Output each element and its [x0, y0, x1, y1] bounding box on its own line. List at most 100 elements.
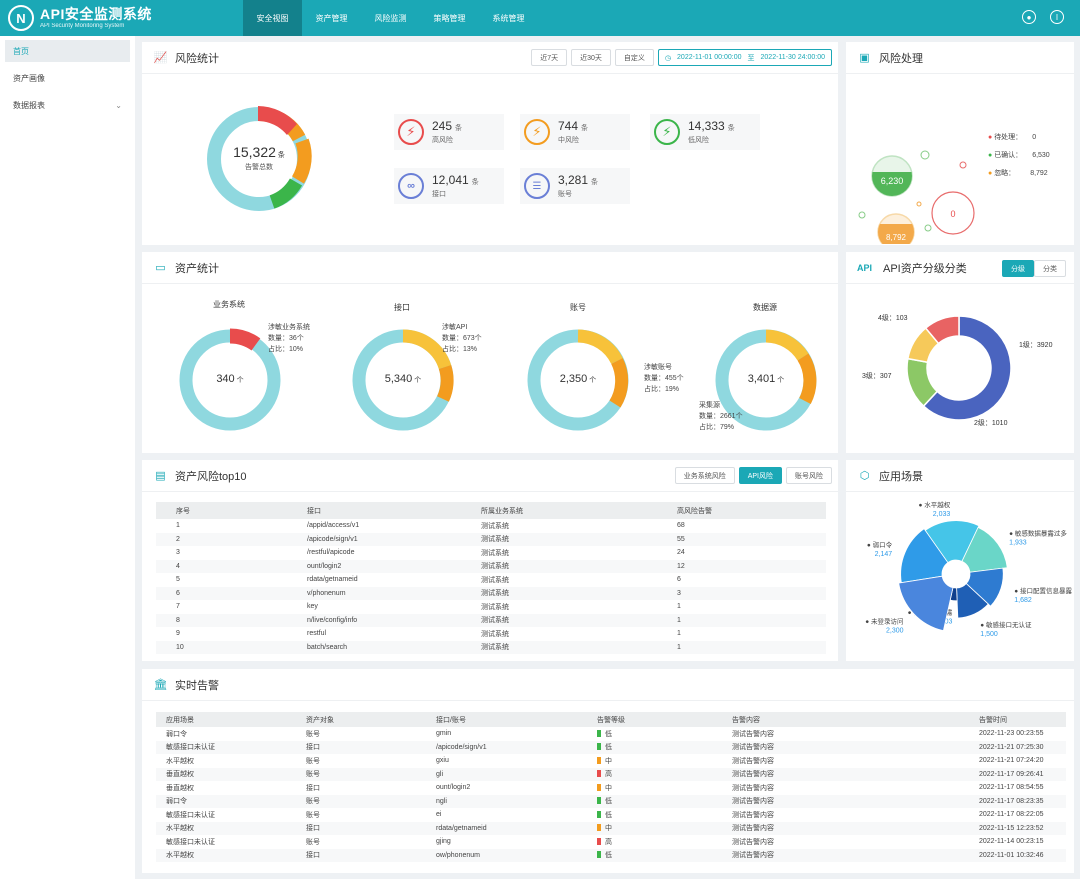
table-row[interactable]: 弱口令 账号 gmin 低测试告警内容 2022-11-23 00:23:55	[166, 729, 1044, 738]
nav-security-view[interactable]: 安全视图	[243, 0, 302, 36]
document-icon: ▤	[155, 470, 166, 482]
rose-slice-敏感接口无认证[interactable]	[956, 582, 989, 619]
table-row[interactable]: 敏感接口未认证 接口/apicode/sign/v1 低测试告警内容 2022-11-…	[156, 740, 1066, 754]
table-row[interactable]: 敏感接口未认证 账号 ei 低测试告警内容 2022-11-17 08:22:05	[166, 810, 1044, 819]
high-risk-card[interactable]: ⚡ 245 条高风险	[394, 114, 504, 150]
cube-icon: ⬡	[859, 470, 870, 482]
rose-slice-敏感数据暴露过多[interactable]	[961, 526, 1008, 573]
data-source-title: 数据源	[753, 303, 777, 312]
rose-value: 503	[941, 619, 953, 626]
table-row[interactable]: 9 restful 测试系统 1	[176, 630, 681, 638]
api-icon: API	[857, 262, 873, 273]
table-row[interactable]: 5 rdata/getnameid 测试系统 6	[176, 576, 681, 584]
api-card[interactable]: ∞ 12,041 条接口	[394, 168, 504, 204]
rose-value: 1,500	[980, 631, 998, 638]
level-indicator	[597, 797, 601, 805]
date-range-picker[interactable]: ◷ 2022-11-01 00:00:00 至 2022-11-30 24:00…	[657, 49, 832, 66]
sidebar-item-home[interactable]: 首页	[5, 40, 130, 62]
medium-risk-card[interactable]: ⚡ 744 条中风险	[520, 114, 630, 150]
table-row[interactable]: 3/restful/apicode 测试系统 24	[176, 549, 685, 557]
table-row[interactable]: 敏感接口未认证 账号 gjing 高测试告警内容 2022-11-14 00:23:15	[166, 837, 1044, 846]
tab-business-system-risk[interactable]: 业务系统风险	[674, 467, 735, 484]
last-7-days-button[interactable]: 近7天	[531, 49, 568, 66]
alerts-table: 应用场景 资产对象 接口/账号 告警等级 告警内容 告警时间 弱口令 账号 gmin…	[156, 712, 1066, 862]
table-row[interactable]: 8 n/live/config/info 测试系统 1	[156, 613, 826, 627]
last-30-days-button[interactable]: 近30天	[571, 49, 611, 66]
table-row[interactable]: 垂直越权 接口 ount/login2 中测试告警内容 2022-11-17 08:54…	[166, 783, 1044, 792]
rose-value: 2,300	[886, 627, 904, 634]
data-source-donut	[715, 329, 817, 431]
rose-label: ● 接口配置信息暴露	[1014, 586, 1072, 595]
rose-slice-水平越权[interactable]	[924, 520, 980, 564]
table-row[interactable]: 水平越权 接口 rdata/getnameid 中测试告警内容 2022-11-15 1…	[156, 821, 1066, 835]
bubble-confirmed: 6,230	[880, 176, 904, 186]
nav-system-management[interactable]: 系统管理	[492, 13, 525, 23]
pie-slice-4级[interactable]	[924, 315, 960, 345]
sidebar-item-reports[interactable]: 数据报表 ⌄	[13, 100, 122, 110]
rose-label: ● 水平越权	[919, 500, 951, 509]
level-indicator	[597, 824, 601, 832]
level-indicator	[597, 837, 601, 845]
power-icon[interactable]: I	[1050, 10, 1064, 24]
risk-handling-panel: ▣ 风险处理 6,230 8,792 0 ● 待处理： 0 ● 已确认： 6,530…	[846, 42, 1074, 245]
rose-label: ● 弱口令	[867, 540, 893, 549]
panel-title: 风险统计	[175, 52, 219, 65]
tab-classification[interactable]: 分类	[1034, 260, 1066, 277]
level-indicator	[597, 770, 601, 778]
handling-icon: ▣	[859, 52, 870, 64]
tab-api-risk[interactable]: API风险	[738, 467, 782, 484]
tab-account-risk[interactable]: 账号风险	[786, 467, 832, 484]
table-row[interactable]: 10 batch/search 测试系统 1	[156, 640, 826, 654]
business-system-title: 业务系统	[213, 300, 245, 309]
nav-policy-management[interactable]: 策略管理	[433, 13, 466, 23]
account-donut	[527, 329, 629, 431]
pie-slice-1级[interactable]	[922, 315, 1012, 421]
pie-label-level-3: 3级：307	[862, 373, 892, 380]
total-alerts-value: 15,322	[233, 144, 276, 160]
rose-slice-弱口令[interactable]	[900, 528, 949, 584]
rose-value: 2,147	[875, 551, 893, 558]
top10-table: 序号 接口 所属业务系统 高风险告警 1/appid/access/v1 测试系统…	[156, 502, 826, 654]
app-title: API安全监测系统	[40, 5, 152, 22]
table-row[interactable]: 2/apicode/sign/v1 测试系统 55	[156, 532, 826, 546]
total-alerts-label: 告警总数	[245, 164, 273, 171]
rose-slice-接口配置信息暴露[interactable]	[965, 567, 1004, 607]
table-row[interactable]: 4 ount/login2 测试系统 12	[156, 559, 826, 573]
sidebar-item-asset-profile[interactable]: 资产画像	[13, 73, 45, 83]
table-row[interactable]: 7 key 测试系统 1	[176, 603, 681, 611]
level-indicator	[597, 851, 601, 859]
clock-icon: ◷	[664, 54, 672, 62]
table-row[interactable]: 6 v/phonenum 测试系统 3	[156, 586, 826, 600]
table-row[interactable]: 弱口令 账号 ngli 低测试告警内容 2022-11-17 08:23:35	[156, 794, 1066, 808]
level-indicator	[597, 783, 601, 791]
nav-asset-management[interactable]: 资产管理	[315, 13, 348, 23]
account-card[interactable]: ☰ 3,281 条账号	[520, 168, 630, 204]
level-indicator	[597, 729, 601, 737]
level-indicator	[597, 756, 601, 764]
api-title: 接口	[394, 303, 410, 312]
tab-grading[interactable]: 分级	[1002, 260, 1034, 277]
rose-value: 1,933	[1009, 540, 1027, 547]
chart-icon: 📈	[153, 52, 168, 64]
user-icon[interactable]: ●	[1022, 10, 1036, 24]
bubble-ignored: 8,792	[885, 233, 907, 242]
table-row[interactable]: 1/appid/access/v1 测试系统 68	[176, 522, 685, 530]
table-row[interactable]: 水平越权 账号 gxiu 中测试告警内容 2022-11-21 07:24:20	[166, 756, 1044, 765]
rose-slice-未登录访问[interactable]	[898, 575, 954, 632]
sidebar: 首页 资产画像 数据报表 ⌄	[0, 36, 135, 879]
table-row[interactable]: 垂直越权 账号 gli 高测试告警内容 2022-11-17 09:26:41	[156, 767, 1066, 781]
low-risk-card[interactable]: ⚡ 14,333 条低风险	[650, 114, 760, 150]
application-scenes-panel: ⬡ 应用场景 ● 弱口令 2,147 ● 水平越权 2,033 ● 敏感数据暴露过多 1,…	[846, 460, 1074, 661]
lightning-icon: ⚡	[398, 119, 424, 145]
pie-label-level-4: 4级：103	[878, 315, 908, 322]
bubble-pending: 0	[950, 209, 956, 219]
business-system-donut	[179, 328, 281, 431]
asset-stats-panel: ▭ 资产统计 业务系统 340 个 涉敏业务系统 数量：36个 占比：10% 接口…	[142, 252, 838, 453]
nav-risk-monitoring[interactable]: 风险监测	[374, 13, 407, 23]
table-row[interactable]: 水平越权 接口 ow/phonenum 低测试告警内容 2022-11-01 10:32…	[156, 848, 1066, 862]
api-donut	[352, 329, 454, 431]
logo[interactable]: N API安全监测系统 API Security Monitoring Syst…	[0, 5, 243, 31]
custom-range-button[interactable]: 自定义	[614, 49, 654, 66]
asset-risk-top10-panel: ▤ 资产风险top10 业务系统风险 API风险 账号风险 序号 接口 所属业务…	[142, 460, 838, 661]
lightning-icon: ⚡	[654, 119, 680, 145]
